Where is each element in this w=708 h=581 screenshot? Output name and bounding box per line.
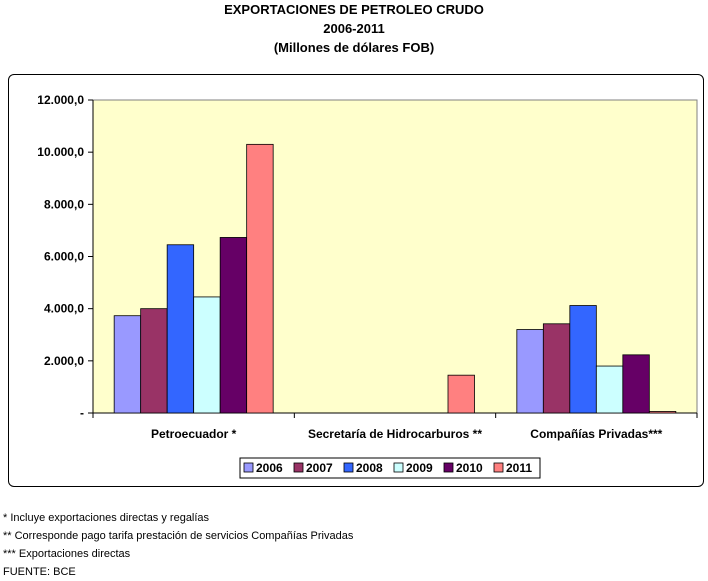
legend-swatch-2011 (493, 462, 504, 473)
bar-2009 (595, 365, 624, 414)
chart-period: 2006-2011 (323, 21, 385, 36)
legend-swatch-2009 (393, 462, 404, 473)
legend-label: 2010 (456, 461, 483, 475)
chart-units: (Millones de dólares FOB) (273, 40, 435, 55)
legend-label: 2006 (256, 461, 283, 475)
footnotes: * Incluye exportaciones directas y regal… (3, 509, 353, 581)
bar-2010 (622, 354, 650, 414)
bar-2006 (113, 315, 142, 414)
bar-2007 (542, 323, 571, 414)
y-tick-label: 8.000,0 (44, 197, 84, 211)
x-tick-label: Secretaría de Hidrocarburos ** (308, 427, 482, 441)
y-tick-label: - (80, 406, 84, 420)
bar-2009 (193, 296, 221, 414)
y-tick-label: 6.000,0 (44, 250, 84, 264)
legend-swatch-2010 (443, 462, 454, 473)
footnote-source: FUENTE: BCE (3, 566, 76, 578)
legend-swatch-2007 (293, 462, 304, 473)
footnote-2: ** Corresponde pago tarifa prestación de… (3, 530, 354, 542)
bar-2006 (516, 329, 544, 414)
bar-2011 (648, 411, 677, 414)
legend (239, 457, 541, 479)
legend-swatch-2008 (343, 462, 354, 473)
chart-title: EXPORTACIONES DE PETROLEO CRUDO (224, 2, 484, 17)
x-tick-label: Petroecuador * (151, 427, 237, 441)
legend-label: 2008 (356, 461, 383, 475)
bar-2011 (246, 143, 274, 414)
bar-2007 (140, 308, 168, 414)
legend-label: 2011 (506, 461, 532, 475)
bar-2008 (569, 305, 597, 414)
legend-swatch-2006 (243, 462, 254, 473)
x-tick-label: Compañías Privadas*** (530, 427, 662, 441)
y-tick-label: 2.000,0 (44, 354, 84, 368)
y-tick-label: 4.000,0 (44, 302, 84, 316)
footnote-1: * Incluye exportaciones directas y regal… (3, 512, 210, 524)
legend-label: 2007 (306, 461, 333, 475)
y-tick-label: 12.000,0 (37, 93, 84, 107)
bar-2011 (447, 374, 475, 414)
bar-2008 (166, 244, 195, 414)
legend-label: 2009 (406, 461, 433, 475)
footnote-3: *** Exportaciones directas (3, 548, 131, 560)
y-tick-label: 10.000,0 (37, 145, 84, 159)
bar-2010 (219, 237, 248, 414)
chart-title-block: EXPORTACIONES DE PETROLEO CRUDO 2006-201… (0, 0, 708, 57)
